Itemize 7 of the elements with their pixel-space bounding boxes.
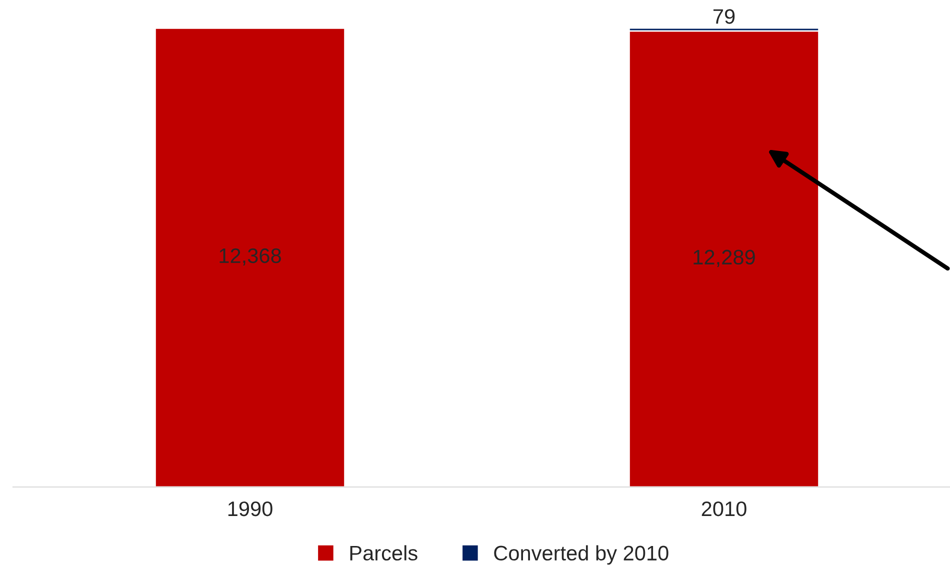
- x-tick-label: 2010: [702, 501, 746, 516]
- data-label: 12,368: [220, 248, 281, 266]
- data-label: 12,289: [694, 250, 755, 268]
- legend-label: Parcels: [350, 545, 418, 561]
- legend-label: Converted by 2010: [494, 545, 668, 565]
- data-label: 79: [713, 9, 735, 24]
- x-tick-label: 1990: [228, 501, 272, 516]
